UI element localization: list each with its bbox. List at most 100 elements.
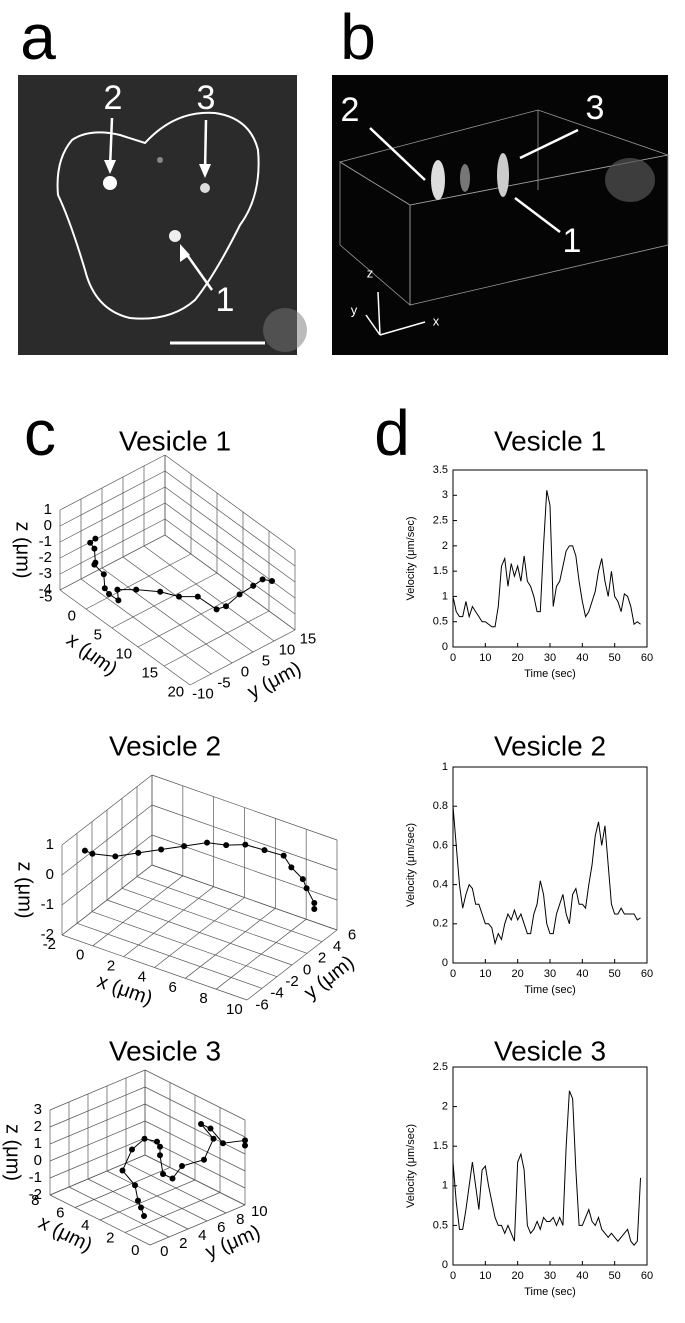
- y-tick-label: 0: [442, 957, 448, 969]
- x-tick-label: 40: [576, 1270, 588, 1282]
- x-tick-label: 50: [609, 1270, 621, 1282]
- grid-line: [164, 470, 296, 567]
- x-tick-label: 2: [107, 957, 115, 974]
- y-tick-label: 15: [300, 630, 317, 647]
- x-tick-label: 0: [68, 607, 76, 624]
- x-tick-label: 50: [609, 652, 621, 664]
- y-tick-label: 2: [442, 540, 448, 552]
- chart-title: Vesicle 3: [494, 1035, 606, 1066]
- grid-line: [151, 864, 338, 931]
- trajectory: [84, 842, 315, 909]
- x-tick-label: 4: [81, 1217, 89, 1234]
- x-tick-label: 30: [544, 1270, 556, 1282]
- y-tick-label: 0: [442, 641, 448, 653]
- z-tick-label: 1: [34, 1135, 42, 1152]
- x-tick-label: 30: [544, 968, 556, 980]
- arrow: [514, 197, 561, 233]
- point: [194, 593, 201, 600]
- y-tick-label: 0.4: [433, 879, 448, 891]
- panel-letter: d: [374, 397, 410, 469]
- x-axis-label: Time (sec): [524, 984, 576, 996]
- y-tick-label: 0.2: [433, 918, 448, 930]
- point: [157, 1143, 163, 1150]
- grid-line: [49, 1194, 151, 1246]
- x-tick-label: 40: [576, 968, 588, 980]
- chart-title: Vesicle 2: [494, 730, 606, 761]
- y-tick-label: 1.5: [433, 1140, 448, 1152]
- point: [213, 606, 220, 613]
- point: [135, 1197, 141, 1204]
- grid-line: [151, 804, 338, 871]
- z-tick-label: 3: [34, 1101, 42, 1118]
- grid-line: [49, 1103, 146, 1145]
- point: [288, 864, 295, 871]
- z-tick-label: -1: [41, 896, 54, 913]
- y-tick-label: 4: [333, 938, 341, 955]
- grid-line: [101, 567, 233, 664]
- grid-line: [144, 1069, 246, 1121]
- point: [115, 597, 122, 604]
- point: [303, 885, 310, 892]
- spot-label: 2: [341, 91, 360, 129]
- grid-line: [143, 545, 275, 642]
- point: [157, 588, 164, 595]
- spot-label: 3: [197, 79, 216, 117]
- axis-label: x: [433, 313, 440, 328]
- arrow: [183, 251, 214, 291]
- y-tick-label: -5: [217, 674, 230, 691]
- point: [141, 1213, 147, 1219]
- point: [311, 899, 318, 906]
- grid-line: [76, 923, 263, 989]
- series-line: [452, 806, 641, 946]
- grid-line: [59, 518, 166, 575]
- axis-label: z: [367, 265, 374, 280]
- x-tick-label: 10: [479, 968, 491, 980]
- arrowhead: [104, 160, 116, 174]
- y-tick-label: 4: [198, 1227, 206, 1244]
- grid-line: [124, 1192, 221, 1233]
- x-tick-label: 10: [115, 645, 132, 662]
- x-tick-label: 60: [641, 1270, 653, 1282]
- z-tick-label: 0: [44, 517, 52, 534]
- x-tick-label: 6: [56, 1205, 64, 1222]
- x-tick-label: 20: [512, 652, 524, 664]
- x-tick-label: 20: [167, 683, 184, 700]
- grid-line: [164, 486, 296, 583]
- grid-line: [80, 578, 212, 675]
- arrowhead: [199, 164, 211, 178]
- grid-line: [87, 1178, 189, 1230]
- image-background: [18, 75, 297, 355]
- grid-line: [61, 804, 153, 876]
- y-tick-label: 0: [303, 961, 311, 978]
- z-tick-label: 2: [34, 1118, 42, 1135]
- volume-box: [338, 109, 670, 306]
- y-tick-label: 1: [442, 761, 448, 773]
- spot: [431, 160, 445, 200]
- point: [210, 1135, 217, 1142]
- point: [299, 876, 306, 883]
- image-background: [332, 75, 668, 355]
- point: [198, 1121, 204, 1127]
- panel-letter: a: [20, 1, 56, 73]
- point: [280, 852, 287, 859]
- point: [129, 1146, 135, 1153]
- z-tick-label: 1: [46, 836, 54, 853]
- grid-line: [149, 1204, 246, 1246]
- point: [236, 591, 243, 598]
- x-tick-label: 60: [641, 652, 653, 664]
- spot-label: 1: [563, 222, 582, 260]
- point: [179, 1163, 185, 1169]
- y-tick-label: 8: [236, 1211, 244, 1228]
- grid-line: [122, 556, 254, 653]
- y-tick-label: 0: [241, 663, 249, 680]
- spot: [497, 153, 509, 197]
- x-tick-label: 10: [479, 652, 491, 664]
- z-tick-label: -4: [39, 581, 52, 598]
- micrograph-a: 2 3 1: [18, 75, 307, 355]
- z-axis-label: z (μm): [14, 861, 36, 918]
- x-axis-label: Time (sec): [524, 668, 576, 680]
- x-tick-label: 20: [512, 1270, 524, 1282]
- arrow: [369, 127, 426, 181]
- grid-line: [164, 534, 296, 631]
- y-tick-label: 6: [217, 1219, 225, 1236]
